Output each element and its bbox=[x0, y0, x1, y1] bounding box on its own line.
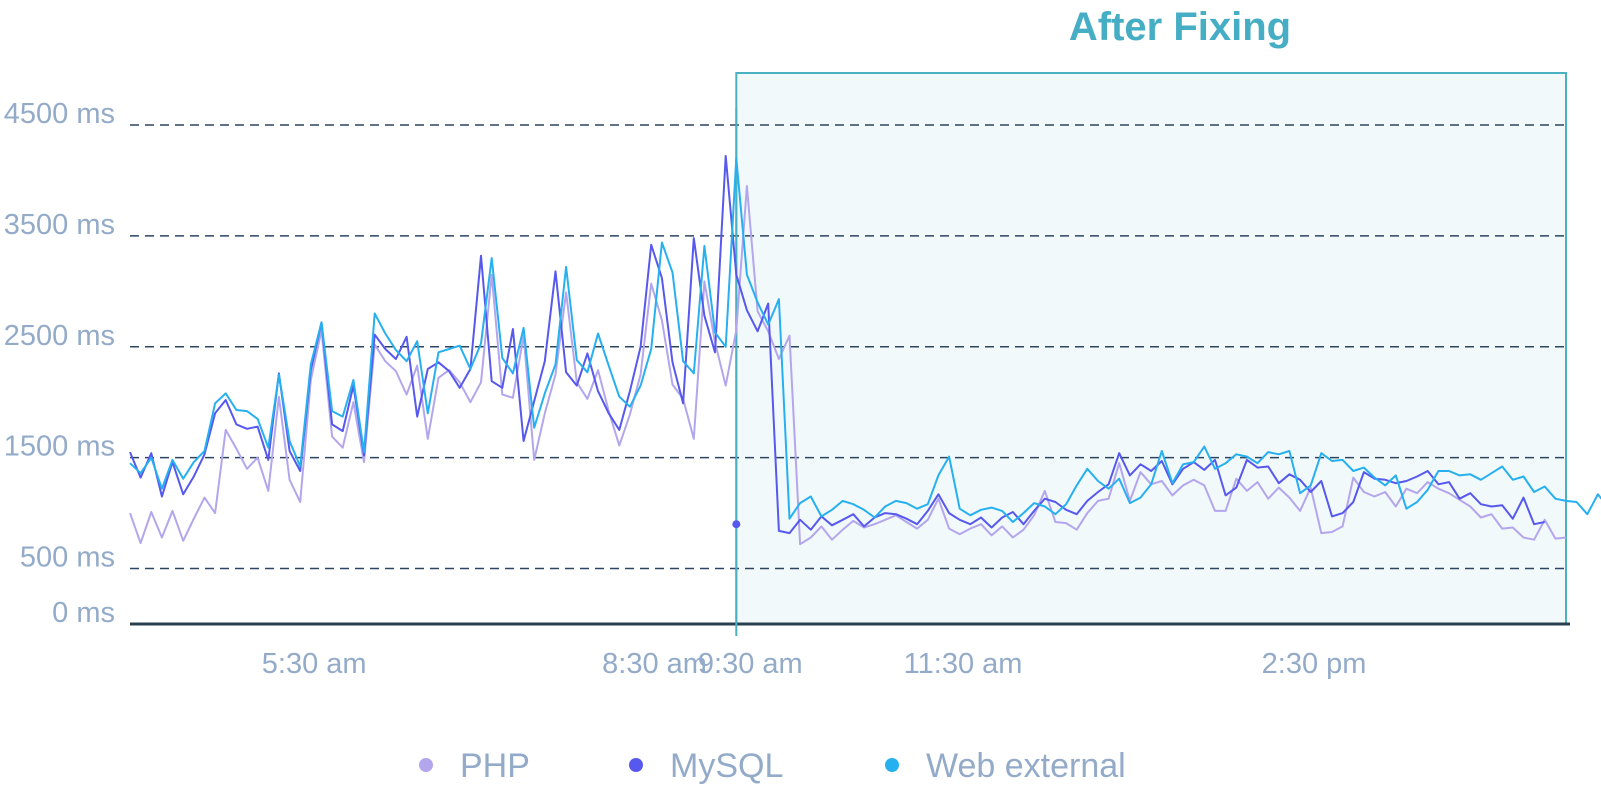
x-tick-label: 2:30 pm bbox=[1262, 648, 1367, 680]
x-axis-labels: 5:30 am 8:30 am9:30 am 11:30 am 2:30 pm bbox=[262, 648, 1367, 680]
y-tick-label: 1500 ms bbox=[4, 431, 115, 463]
y-tick-label: 4500 ms bbox=[4, 98, 115, 130]
x-tick-label: 5:30 am bbox=[262, 648, 367, 680]
divider-marker-point bbox=[732, 520, 741, 529]
legend: PHP MySQL Web external bbox=[419, 747, 1126, 785]
y-tick-label: 500 ms bbox=[20, 542, 115, 574]
legend-label: PHP bbox=[460, 747, 530, 785]
x-tick-label: 9:30 am bbox=[698, 648, 803, 680]
after-fixing-region bbox=[735, 72, 1567, 625]
series-line-web-external bbox=[129, 157, 1601, 523]
legend-marker-php bbox=[419, 758, 433, 772]
legend-label: MySQL bbox=[670, 747, 783, 785]
y-axis-labels: 0 ms 500 ms 1500 ms 2500 ms 3500 ms 4500 ms bbox=[4, 98, 115, 629]
after-fixing-label: After Fixing bbox=[1069, 5, 1291, 49]
y-tick-label: 0 ms bbox=[52, 597, 115, 629]
y-tick-label: 2500 ms bbox=[4, 320, 115, 352]
gridlines bbox=[130, 124, 1570, 570]
y-tick-label: 3500 ms bbox=[4, 209, 115, 241]
legend-label: Web external bbox=[926, 747, 1126, 785]
x-tick-label: 11:30 am bbox=[904, 648, 1023, 680]
series-lines bbox=[129, 155, 1601, 546]
legend-marker-mysql bbox=[629, 758, 643, 772]
x-tick-label: 8:30 am bbox=[602, 648, 707, 680]
legend-marker-web-external bbox=[885, 758, 899, 772]
